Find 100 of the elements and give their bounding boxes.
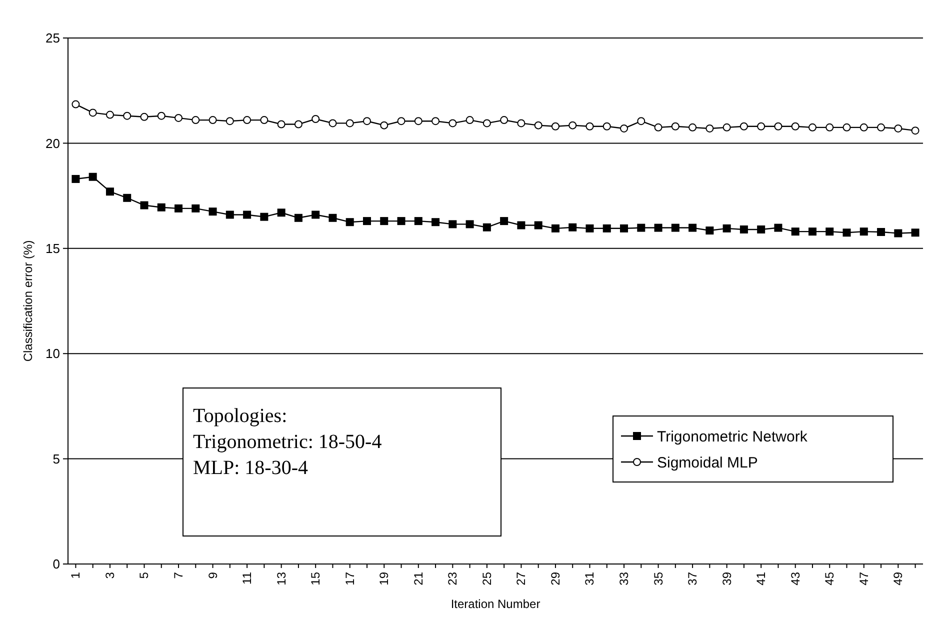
point bbox=[517, 221, 526, 230]
point bbox=[637, 224, 646, 232]
point bbox=[260, 116, 268, 124]
point bbox=[157, 112, 166, 120]
point bbox=[877, 123, 886, 132]
x-tick-label: 11 bbox=[240, 572, 254, 584]
point bbox=[586, 122, 594, 130]
x-axis-title: Iteration Number bbox=[450, 597, 540, 611]
x-tick-label: 15 bbox=[308, 572, 323, 586]
point bbox=[842, 228, 851, 237]
point bbox=[294, 214, 302, 222]
x-tick-label: 37 bbox=[686, 572, 700, 586]
point bbox=[88, 108, 97, 117]
point bbox=[620, 124, 628, 132]
point bbox=[894, 229, 902, 238]
y-tick-label: 0 bbox=[52, 556, 60, 572]
point bbox=[277, 208, 286, 217]
point bbox=[826, 123, 834, 132]
point bbox=[517, 119, 526, 128]
point bbox=[362, 217, 371, 226]
point bbox=[671, 122, 680, 130]
x-tick-label: 27 bbox=[514, 572, 528, 586]
point bbox=[688, 224, 697, 232]
x-tick-label: 1 bbox=[68, 572, 83, 579]
point bbox=[568, 223, 577, 232]
x-tick-label: 17 bbox=[342, 572, 357, 586]
point bbox=[312, 210, 320, 219]
y-axis-title: Classification error (%) bbox=[21, 240, 35, 362]
x-tick-label: 19 bbox=[377, 572, 392, 586]
x-tick-label: 39 bbox=[720, 572, 734, 586]
point bbox=[312, 115, 320, 124]
point bbox=[620, 224, 628, 232]
point bbox=[414, 217, 422, 226]
point bbox=[380, 121, 388, 130]
point bbox=[88, 172, 97, 181]
y-tick-label: 5 bbox=[52, 451, 60, 466]
point bbox=[757, 225, 766, 234]
point bbox=[842, 123, 851, 132]
point bbox=[911, 126, 920, 135]
point bbox=[157, 203, 166, 212]
x-tick-label: 13 bbox=[274, 572, 288, 586]
x-tick-label: 25 bbox=[480, 572, 494, 586]
x-tick-label: 21 bbox=[411, 572, 426, 586]
point bbox=[448, 220, 457, 228]
point bbox=[500, 116, 508, 124]
point bbox=[192, 116, 200, 124]
point bbox=[192, 204, 200, 212]
point bbox=[140, 201, 148, 210]
point bbox=[397, 217, 406, 226]
point bbox=[140, 112, 148, 121]
point bbox=[722, 123, 731, 132]
point bbox=[826, 228, 834, 236]
point bbox=[294, 120, 302, 128]
point bbox=[860, 123, 868, 132]
point bbox=[706, 226, 714, 235]
point bbox=[328, 214, 337, 222]
annotation: MLP: 18-30-4 bbox=[193, 457, 308, 479]
point bbox=[226, 117, 234, 126]
point bbox=[671, 224, 680, 232]
point bbox=[432, 218, 440, 226]
point bbox=[174, 204, 183, 212]
point bbox=[432, 117, 440, 126]
x-tick-label: 7 bbox=[172, 572, 186, 579]
point bbox=[362, 117, 371, 126]
point bbox=[602, 224, 611, 232]
point bbox=[534, 221, 542, 230]
y-tick-label: 15 bbox=[46, 240, 60, 256]
point bbox=[654, 224, 662, 232]
point bbox=[208, 116, 217, 124]
point bbox=[72, 100, 80, 108]
point bbox=[740, 225, 748, 234]
point bbox=[226, 210, 234, 219]
point bbox=[654, 123, 662, 132]
point bbox=[706, 124, 714, 132]
legend-label: Trigonometric Network bbox=[657, 428, 808, 446]
point bbox=[466, 220, 474, 228]
point bbox=[602, 122, 611, 130]
point bbox=[482, 119, 491, 128]
x-tick-label: 5 bbox=[137, 572, 152, 579]
x-tick-label: 43 bbox=[788, 572, 802, 586]
point bbox=[123, 194, 132, 202]
point bbox=[500, 217, 508, 226]
point bbox=[774, 224, 782, 232]
point bbox=[346, 119, 354, 128]
point bbox=[448, 119, 457, 128]
point bbox=[877, 228, 886, 236]
point bbox=[791, 228, 800, 236]
x-tick-label: 29 bbox=[548, 572, 562, 586]
point bbox=[260, 212, 268, 221]
x-tick-label: 31 bbox=[582, 572, 597, 586]
annotation: Trigonometric: 18-50-4 bbox=[193, 431, 382, 453]
point bbox=[328, 119, 337, 128]
x-tick-label: 9 bbox=[206, 572, 220, 579]
x-tick-label: 45 bbox=[822, 572, 837, 586]
point bbox=[688, 123, 697, 132]
annotation: Topologies: bbox=[193, 405, 288, 427]
point bbox=[208, 208, 217, 216]
point bbox=[808, 123, 816, 132]
point bbox=[774, 122, 782, 130]
x-tick-label: 33 bbox=[617, 572, 632, 586]
